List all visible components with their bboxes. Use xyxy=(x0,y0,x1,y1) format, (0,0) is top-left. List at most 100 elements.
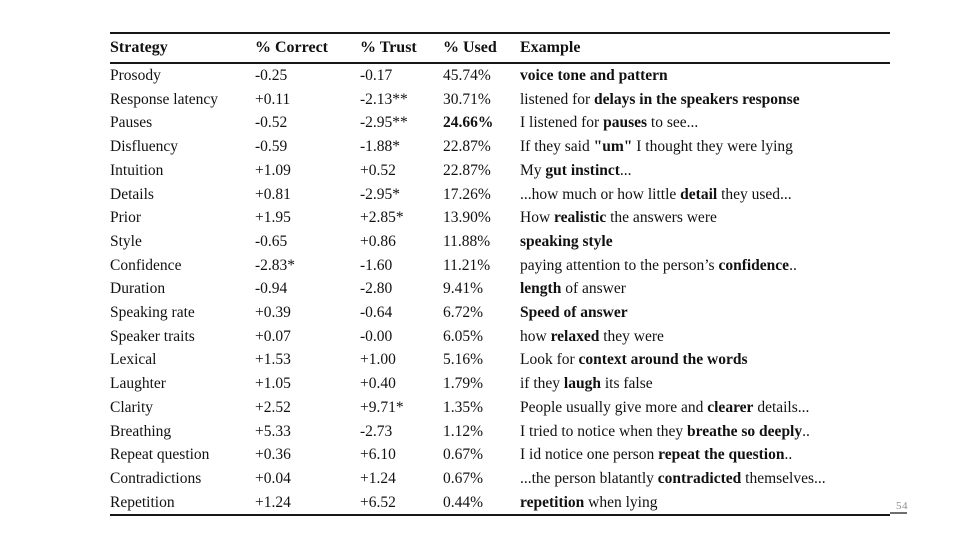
strategy-cell: Repeat question xyxy=(110,446,210,464)
table-header-row: Strategy % Correct % Trust % Used Exampl… xyxy=(110,33,890,64)
trust-value-cell: -1.88* xyxy=(360,138,401,156)
example-cell: I id notice one person repeat the questi… xyxy=(520,443,890,467)
correct-value-cell: +0.81 xyxy=(255,185,291,203)
used-percent-cell: 22.87% xyxy=(443,161,491,179)
table-row: Laughter +1.05 +0.40 1.79% if they laugh… xyxy=(110,372,890,396)
example-segment: Speed of answer xyxy=(520,304,628,322)
example-segment: length xyxy=(520,280,562,298)
example-segment: I tried to notice when they xyxy=(520,422,688,440)
example-cell: repetition when lying xyxy=(520,491,890,516)
strategy-cell: Response latency xyxy=(110,90,219,108)
example-cell: How realistic the answers were xyxy=(520,206,890,230)
table-row: Pauses -0.52 -2.95** 24.66% I listened f… xyxy=(110,111,890,135)
used-percent-cell: 0.44% xyxy=(443,493,484,511)
trust-value-cell: -2.95** xyxy=(360,114,408,132)
example-segment: ...how much or how little xyxy=(520,185,681,203)
table-row: Repeat question +0.36 +6.10 0.67% I id n… xyxy=(110,443,890,467)
strategy-cell: Pauses xyxy=(110,114,153,132)
trust-value-cell: -2.95* xyxy=(360,185,401,203)
table-row: Breathing +5.33 -2.73 1.12% I tried to n… xyxy=(110,420,890,444)
used-percent-cell: 1.12% xyxy=(443,422,484,440)
used-percent-cell: 1.35% xyxy=(443,398,484,416)
example-cell: paying attention to the person’s confide… xyxy=(520,254,890,278)
example-segment: they used... xyxy=(717,185,792,203)
correct-value-cell: +0.07 xyxy=(255,327,291,345)
example-cell: speaking style xyxy=(520,230,890,254)
trust-value-cell: -1.60 xyxy=(360,256,393,274)
example-segment: its false xyxy=(600,375,653,393)
example-segment: I id notice one person xyxy=(520,446,659,464)
trust-value-cell: +6.52 xyxy=(360,493,396,511)
example-segment: laugh xyxy=(563,375,601,393)
strategy-cell: Prior xyxy=(110,209,141,227)
example-segment: How xyxy=(520,209,555,227)
strategy-results-table: Strategy % Correct % Trust % Used Exampl… xyxy=(110,32,890,517)
table-row: Speaking rate +0.39 -0.64 6.72% Speed of… xyxy=(110,301,890,325)
used-percent-cell: 24.66% xyxy=(443,114,494,132)
trust-value-cell: -2.73 xyxy=(360,422,393,440)
strategy-cell: Style xyxy=(110,232,142,250)
table-row: Duration -0.94 -2.80 9.41% length of ans… xyxy=(110,277,890,301)
example-segment: listened for xyxy=(520,90,595,108)
example-segment: speaking style xyxy=(520,232,613,250)
example-segment: the answers were xyxy=(606,209,717,227)
col-header-example: Example xyxy=(520,33,890,64)
example-segment: If they said xyxy=(520,138,594,156)
col-header-trust: % Trust xyxy=(360,33,443,64)
table-row: Confidence -2.83* -1.60 11.21% paying at… xyxy=(110,254,890,278)
example-segment: I listened for xyxy=(520,114,604,132)
correct-value-cell: +1.09 xyxy=(255,161,291,179)
slide-page-number: 54 xyxy=(896,500,908,512)
example-segment: clearer xyxy=(707,398,754,416)
used-percent-cell: 11.88% xyxy=(443,232,491,250)
used-percent-cell: 9.41% xyxy=(443,280,484,298)
example-cell: ...how much or how little detail they us… xyxy=(520,183,890,207)
correct-value-cell: +1.53 xyxy=(255,351,291,369)
trust-value-cell: -0.64 xyxy=(360,304,393,322)
table-row: Disfluency -0.59 -1.88* 22.87% If they s… xyxy=(110,135,890,159)
col-header-correct: % Correct xyxy=(255,33,360,64)
strategy-cell: Confidence xyxy=(110,256,182,274)
used-percent-cell: 22.87% xyxy=(443,138,491,156)
table-row: Response latency +0.11 -2.13** 30.71% li… xyxy=(110,88,890,112)
example-segment: detail xyxy=(680,185,718,203)
correct-value-cell: -0.25 xyxy=(255,67,288,84)
example-cell: I listened for pauses to see... xyxy=(520,111,890,135)
example-cell: My gut instinct... xyxy=(520,159,890,183)
correct-value-cell: +0.04 xyxy=(255,469,291,487)
example-cell: length of answer xyxy=(520,277,890,301)
correct-value-cell: -0.94 xyxy=(255,280,288,298)
used-percent-cell: 13.90% xyxy=(443,209,491,227)
trust-value-cell: +6.10 xyxy=(360,446,396,464)
strategy-cell: Laughter xyxy=(110,375,166,393)
example-segment: breathe so deeply xyxy=(687,422,803,440)
strategy-cell: Speaking rate xyxy=(110,304,195,322)
strategy-cell: Details xyxy=(110,185,154,203)
table-row: Style -0.65 +0.86 11.88% speaking style xyxy=(110,230,890,254)
used-percent-cell: 0.67% xyxy=(443,469,484,487)
example-segment: when lying xyxy=(584,493,658,511)
table-row: Speaker traits +0.07 -0.00 6.05% how rel… xyxy=(110,325,890,349)
example-segment: of answer xyxy=(561,280,626,298)
example-segment: gut instinct xyxy=(545,161,620,179)
bottom-rule-extension xyxy=(890,512,907,514)
used-percent-cell: 1.79% xyxy=(443,375,484,393)
example-segment: .. xyxy=(802,422,810,440)
example-cell: People usually give more and clearer det… xyxy=(520,396,890,420)
strategy-cell: Clarity xyxy=(110,398,154,416)
example-cell: Speed of answer xyxy=(520,301,890,325)
example-segment: repeat the question xyxy=(658,446,785,464)
example-segment: My xyxy=(520,161,546,179)
used-percent-cell: 6.72% xyxy=(443,304,484,322)
example-segment: realistic xyxy=(554,209,607,227)
example-segment: voice tone and pattern xyxy=(520,67,668,84)
example-cell: voice tone and pattern xyxy=(520,63,890,88)
strategy-cell: Intuition xyxy=(110,161,164,179)
used-percent-cell: 45.74% xyxy=(443,67,491,84)
example-cell: I tried to notice when they breathe so d… xyxy=(520,420,890,444)
strategy-cell: Duration xyxy=(110,280,166,298)
strategy-cell: Disfluency xyxy=(110,138,179,156)
example-segment: themselves... xyxy=(741,469,826,487)
example-segment: confidence xyxy=(718,256,790,274)
example-segment: .. xyxy=(789,256,797,274)
